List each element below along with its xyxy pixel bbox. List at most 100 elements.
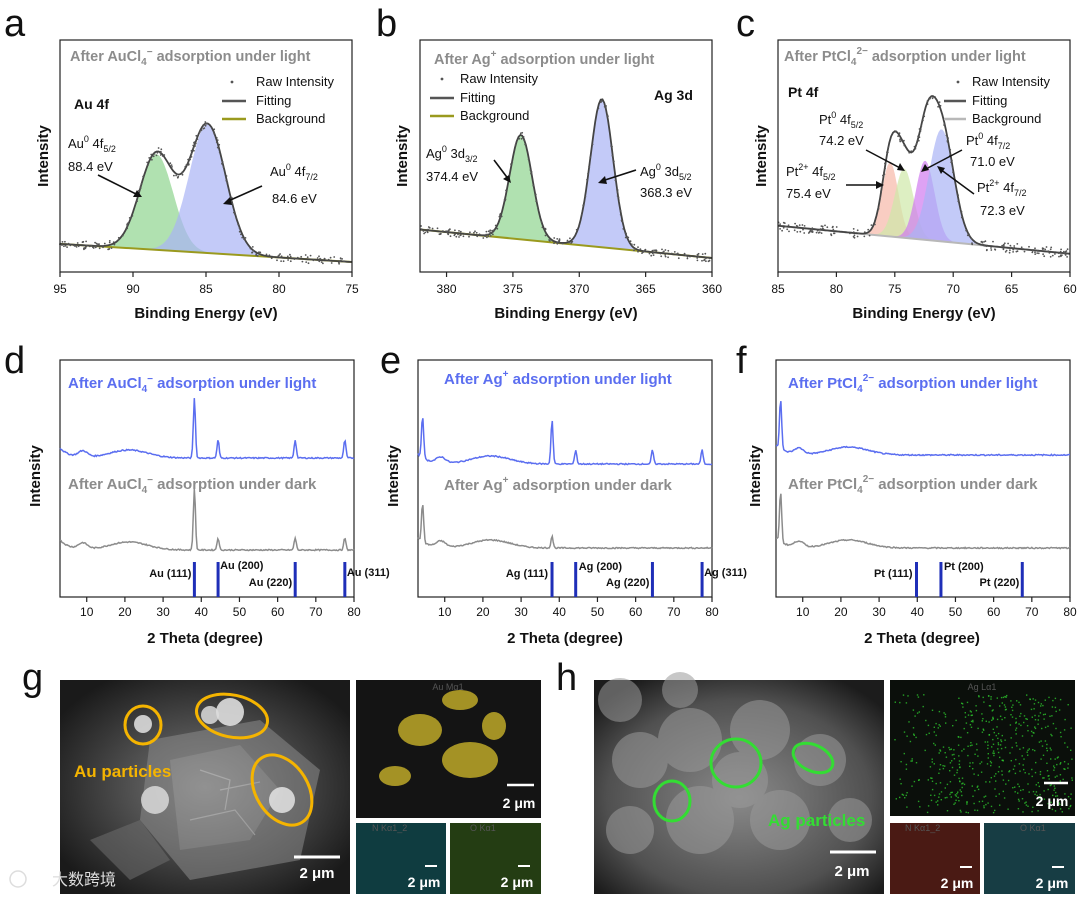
- eds-signal-dot: [967, 812, 969, 814]
- raw-point: [653, 249, 655, 252]
- raw-point: [221, 160, 224, 163]
- eds-signal-dot: [998, 793, 1000, 795]
- raw-point: [304, 254, 307, 256]
- xps-a-arrow2-head: [223, 197, 232, 205]
- raw-point: [454, 229, 456, 232]
- eds-signal-dot: [992, 728, 994, 730]
- raw-point: [74, 245, 76, 247]
- eds-signal-dot: [1003, 797, 1006, 799]
- raw-point: [252, 249, 255, 252]
- raw-point: [230, 197, 233, 200]
- eds-signal-dot: [1001, 770, 1003, 772]
- xrd-e-xticks: 10 20 30 40 50 60 70 80: [438, 597, 719, 619]
- xps-a-peak1-value: 88.4 eV: [68, 159, 113, 174]
- raw-point: [983, 241, 985, 243]
- eds-signal-dot: [950, 748, 952, 750]
- raw-point: [485, 234, 487, 237]
- eds-signal-dot: [976, 809, 979, 812]
- eds-signal-dot: [1010, 760, 1012, 762]
- xrd-d-ylabel: Intensity: [27, 445, 44, 507]
- x-tick-label: 10: [80, 605, 94, 619]
- raw-point: [194, 142, 197, 145]
- xps-panel-c: After PtCl42− adsorption under light Raw…: [753, 39, 1077, 322]
- xrd-series-line: [417, 505, 713, 550]
- eds-signal-dot: [1016, 745, 1018, 747]
- sem-g-map-au-signal: [379, 690, 506, 786]
- eds-signal-dot: [1011, 709, 1014, 712]
- xrd-e-plot-area: [417, 418, 713, 550]
- raw-point: [213, 131, 215, 134]
- eds-signal-dot: [1059, 808, 1062, 810]
- x-tick-label: 375: [503, 282, 523, 296]
- raw-point: [544, 234, 547, 237]
- raw-point: [913, 145, 916, 148]
- eds-signal-dot: [908, 721, 910, 723]
- eds-signal-dot: [1008, 770, 1011, 772]
- raw-point: [703, 258, 706, 261]
- eds-signal-dot: [1017, 783, 1019, 785]
- reference-label: Au (311): [347, 567, 390, 579]
- raw-point: [427, 228, 429, 231]
- eds-signal-dot: [960, 736, 962, 739]
- eds-signal-dot: [1028, 773, 1030, 775]
- eds-signal-dot: [1059, 763, 1061, 765]
- eds-signal-dot: [1034, 699, 1037, 701]
- raw-point: [817, 232, 820, 234]
- sem-g-particle: [134, 715, 152, 733]
- raw-point: [489, 229, 492, 232]
- eds-signal-dot: [1056, 775, 1058, 777]
- raw-point: [339, 259, 342, 262]
- raw-point: [436, 227, 439, 230]
- raw-point: [580, 213, 583, 216]
- raw-point: [85, 245, 88, 247]
- raw-point: [957, 194, 959, 197]
- raw-point: [677, 257, 680, 260]
- eds-signal-dot: [1049, 784, 1051, 787]
- raw-point: [600, 101, 602, 104]
- raw-point: [81, 241, 84, 244]
- raw-point: [971, 242, 973, 245]
- x-tick-label: 50: [591, 605, 605, 619]
- raw-point: [320, 261, 323, 263]
- raw-point: [849, 232, 851, 235]
- raw-point: [177, 175, 180, 178]
- eds-signal-dot: [1053, 765, 1055, 767]
- raw-point: [553, 237, 556, 239]
- eds-signal-dot: [985, 803, 987, 806]
- xps-a-title: After AuCl4− adsorption under light: [70, 47, 311, 68]
- raw-point: [498, 215, 501, 218]
- x-tick-label: 20: [834, 605, 848, 619]
- xrd-series-line: [775, 400, 1070, 457]
- x-tick-label: 40: [195, 605, 209, 619]
- eds-signal-dot: [1043, 790, 1045, 792]
- eds-signal-dot: [1015, 733, 1017, 735]
- raw-point: [985, 245, 988, 248]
- eds-signal-dot: [970, 720, 973, 723]
- eds-signal-dot: [1049, 747, 1051, 749]
- raw-point: [540, 221, 543, 224]
- eds-signal-dot: [972, 795, 974, 797]
- eds-signal-dot: [959, 766, 961, 768]
- eds-signal-dot: [992, 716, 994, 719]
- raw-point: [589, 156, 592, 159]
- raw-point: [548, 239, 550, 241]
- eds-signal-dot: [940, 799, 942, 801]
- raw-point: [237, 223, 240, 226]
- eds-signal-dot: [990, 696, 992, 698]
- eds-signal-dot: [933, 731, 935, 733]
- x-tick-label: 50: [949, 605, 963, 619]
- raw-point: [591, 143, 594, 146]
- raw-point: [867, 228, 870, 231]
- raw-point: [575, 228, 578, 231]
- raw-point: [884, 162, 886, 165]
- reference-label: Ag (220): [606, 577, 650, 589]
- raw-point: [541, 226, 544, 229]
- raw-point: [151, 158, 153, 161]
- eds-signal-dot: [993, 752, 995, 754]
- raw-point: [522, 136, 525, 138]
- eds-signal-dot: [989, 705, 992, 707]
- raw-point: [196, 138, 199, 141]
- xrd-panel-d: After AuCl4− adsorption under light Afte…: [27, 359, 390, 647]
- raw-point: [945, 134, 948, 137]
- raw-point: [634, 247, 636, 250]
